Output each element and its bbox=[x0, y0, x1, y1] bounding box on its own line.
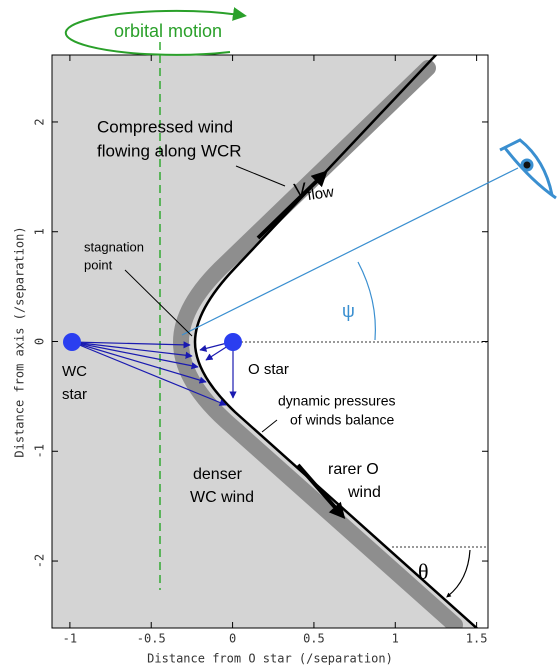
eye-icon bbox=[500, 140, 556, 198]
y-axis-label: Distance from axis (/separation) bbox=[13, 226, 27, 457]
o-star-label: O star bbox=[248, 361, 289, 378]
y-tick-label: -1 bbox=[33, 444, 47, 458]
x-tick-label: 1 bbox=[392, 632, 399, 646]
dynamic-label: of winds balance bbox=[290, 412, 395, 428]
y-tick-label: 2 bbox=[33, 118, 47, 125]
compressed-label: Compressed wind bbox=[97, 117, 233, 136]
stagnation-label: point bbox=[84, 257, 113, 272]
x-tick-label: 0 bbox=[229, 632, 236, 646]
y-tick-label: 1 bbox=[33, 228, 47, 235]
rarer-label: wind bbox=[347, 484, 381, 501]
x-tick-label: 0.5 bbox=[303, 632, 325, 646]
wc-star-label: WC bbox=[62, 363, 87, 380]
denser-label: denser bbox=[193, 466, 243, 483]
diagram: orbital motion Compressed wind flowing a… bbox=[0, 0, 559, 668]
y-tick-label: -2 bbox=[33, 554, 47, 568]
x-tick-label: -0.5 bbox=[137, 632, 166, 646]
y-tick-label: 0 bbox=[33, 338, 47, 345]
compressed-label: flowing along WCR bbox=[97, 141, 242, 160]
wc-star bbox=[63, 333, 81, 351]
x-tick-label: 1.5 bbox=[466, 632, 488, 646]
dynamic-label: dynamic pressures bbox=[278, 393, 396, 409]
wc-star-label: star bbox=[62, 386, 87, 403]
psi-label: ψ bbox=[342, 301, 355, 321]
theta-label: θ bbox=[418, 559, 429, 584]
x-axis-label: Distance from O star (/separation) bbox=[147, 652, 393, 666]
rarer-label: rarer O bbox=[328, 461, 379, 478]
denser-label: WC wind bbox=[190, 489, 254, 506]
stagnation-label: stagnation bbox=[84, 239, 144, 254]
x-tick-label: -1 bbox=[63, 632, 77, 646]
orbital-motion-label: orbital motion bbox=[114, 21, 222, 41]
o-star bbox=[224, 333, 242, 351]
